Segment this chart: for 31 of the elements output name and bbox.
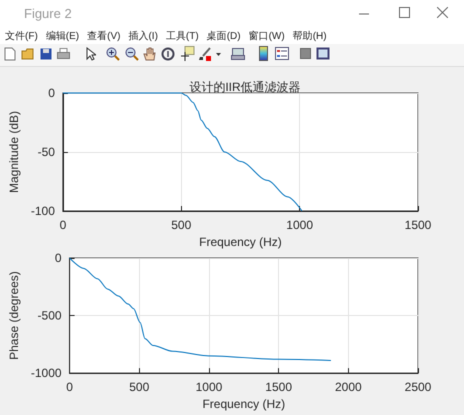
y-tick-label: -500 [38,308,62,323]
x-axis-title: Frequency (Hz) [202,397,286,411]
y-tick-label: -100 [30,204,56,218]
x-tick-label: 2500 [404,380,432,394]
text: 查看(V) [87,30,120,43]
line-series [69,258,332,361]
text: 插入(I) [128,30,158,43]
x-tick-label: 1000 [286,218,314,232]
y-axis-title: Phase (degrees) [7,271,21,360]
chart-title: 设计的IIR低通滤波器 [189,80,301,94]
text: 桌面(D) [206,30,241,43]
text: 帮助(H) [292,30,327,43]
x-tick-label: 1500 [265,380,292,394]
text: 编辑(E) [46,30,80,43]
y-tick-label: 0 [54,251,62,265]
text: 窗口(W) [248,30,285,43]
y-tick-label: -50 [38,145,56,159]
x-tick-label: 1000 [196,380,223,394]
text: 文件(F) [5,30,38,43]
line-series [62,92,303,212]
text: 工具(T) [166,30,199,43]
x-tick-label: 1500 [404,218,432,232]
x-tick-label: 0 [66,380,74,394]
y-axis-title: Magnitude (dB) [7,110,21,194]
x-axis-title: Frequency (Hz) [199,234,282,249]
y-tick-label: 0 [48,86,56,100]
y-tick-label: -1000 [30,366,62,380]
x-tick-label: 500 [129,380,150,394]
x-tick-label: 500 [171,218,192,232]
x-tick-label: 2000 [334,380,362,394]
caption: Figure 2 [24,6,72,21]
